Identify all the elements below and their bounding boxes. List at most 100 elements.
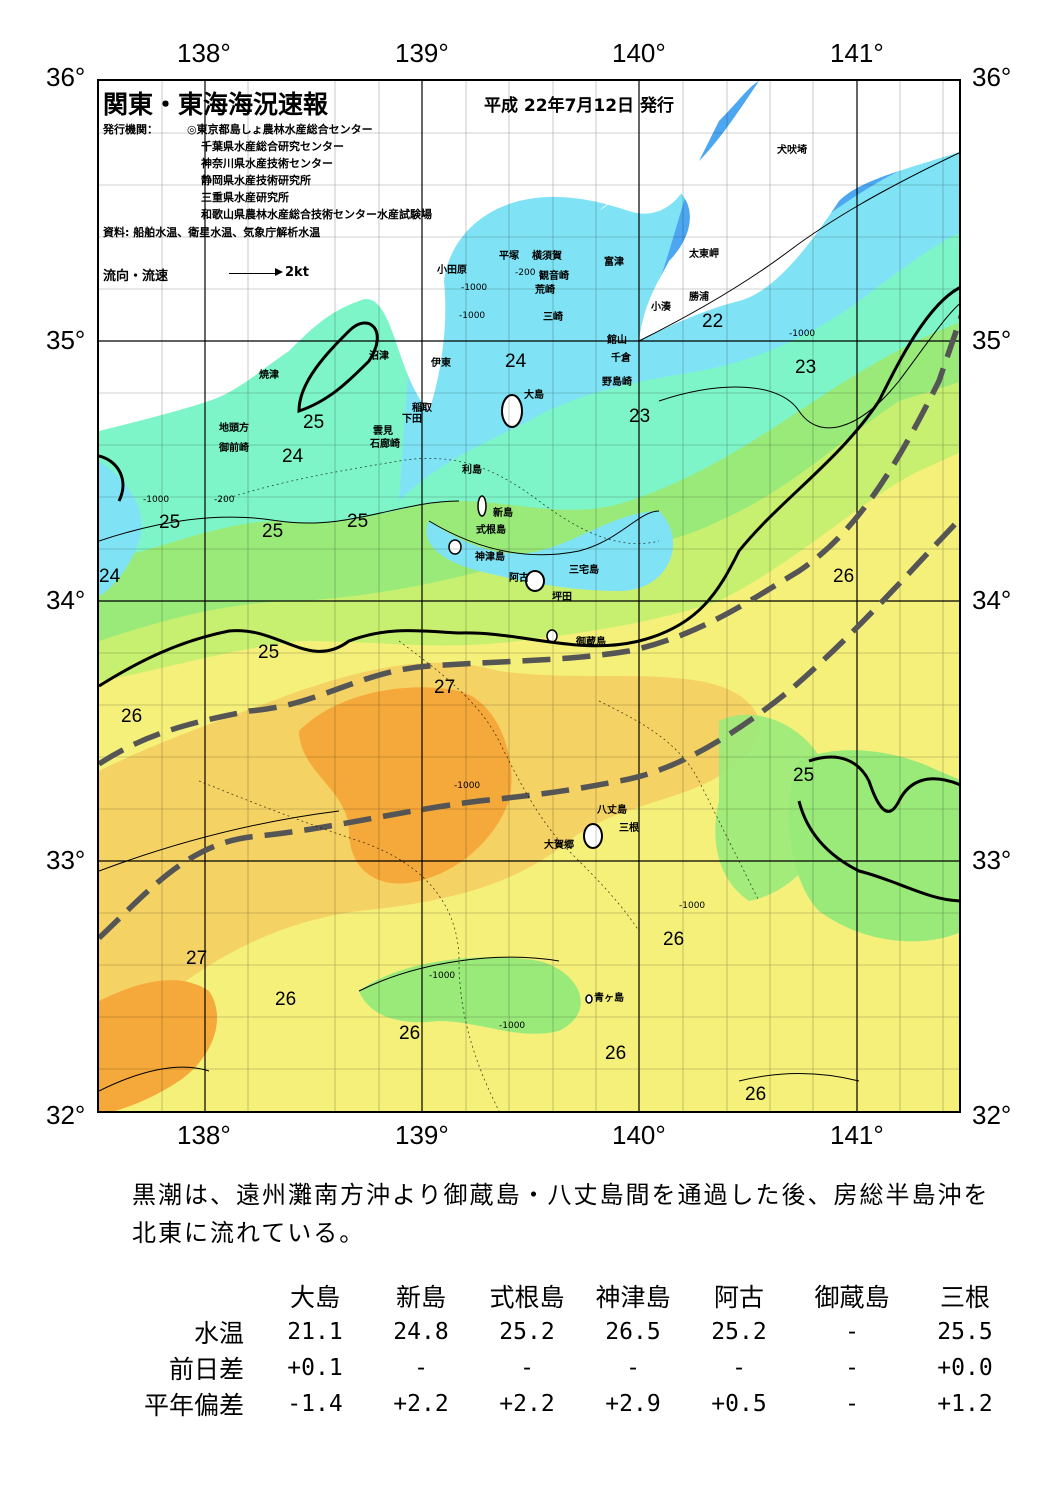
depth-label: -1000 [459, 311, 486, 321]
lon-label-top-141: 141° [830, 38, 884, 68]
station-header: 御蔵島 [814, 1283, 890, 1312]
depth-label: -1000 [679, 901, 706, 911]
table-cell: +2.2 [393, 1391, 449, 1417]
table-corner [112, 1278, 262, 1314]
place-label: 三宅島 [569, 565, 599, 576]
depth-label: -200 [515, 268, 536, 278]
depth-label: -1000 [499, 1021, 526, 1031]
row-label: 前日差 [168, 1355, 244, 1384]
place-label: 雲見 [373, 426, 393, 437]
table-header-row: 大島 新島 式根島 神津島 阿古 御蔵島 三根 [112, 1278, 1018, 1314]
place-label: 焼津 [259, 370, 279, 381]
station-header: 大島 [289, 1283, 340, 1312]
issuer-item: ◎東京都島しょ農林水産総合センター [187, 123, 373, 136]
table-cell: - [845, 1391, 859, 1417]
table-cell: 26.5 [605, 1319, 661, 1345]
arrow-head-icon [275, 268, 283, 276]
depth-label: -200 [214, 495, 235, 505]
table-row: 前日差 +0.1 - - - - - +0.0 [112, 1350, 1018, 1386]
table-cell: - [845, 1355, 859, 1381]
table-cell: +0.1 [287, 1355, 343, 1381]
place-label: 勝浦 [689, 292, 709, 303]
isotherm-label: 26 [275, 989, 297, 1010]
lat-label-left-33: 33° [46, 845, 86, 875]
table-cell: - [732, 1355, 746, 1381]
place-label: 平塚 [499, 251, 519, 262]
isotherm-label: 26 [833, 566, 855, 587]
place-label: 坪田 [552, 592, 572, 603]
kuroshio-description: 黒潮は、遠州灘南方沖より御蔵島・八丈島間を通過した後、房総半島沖を北東に流れてい… [132, 1181, 990, 1247]
lon-label-top-138: 138° [177, 38, 231, 68]
lat-label-right-35: 35° [972, 325, 1012, 355]
place-label: 三崎 [543, 312, 563, 323]
flow-legend-label: 流向・流速 [103, 269, 169, 284]
isotherm-label: 25 [347, 511, 369, 532]
table-cell: - [520, 1355, 534, 1381]
data-source: 資料: 船舶水温、衛星水温、気象庁解析水温 [103, 226, 321, 239]
isotherm-label: 27 [434, 677, 456, 698]
depth-label: -1000 [429, 971, 456, 981]
station-header: 式根島 [489, 1283, 565, 1312]
isotherm-label: 22 [702, 311, 724, 332]
table-cell: 25.5 [937, 1319, 993, 1345]
place-label: 大島 [524, 390, 544, 401]
issuer-item: 三重県水産研究所 [201, 191, 289, 204]
depth-label: -1000 [789, 329, 816, 339]
isotherm-label: 23 [795, 357, 817, 378]
station-header: 阿古 [713, 1283, 764, 1312]
table-cell: +2.9 [605, 1391, 661, 1417]
place-label: 新島 [493, 508, 513, 519]
issue-date: 平成 22年7月12日 発行 [484, 96, 674, 116]
isotherm-label: 26 [605, 1043, 627, 1064]
place-label: 観音崎 [539, 271, 569, 282]
lat-label-left-32: 32° [46, 1100, 86, 1130]
table-cell: +0.0 [937, 1355, 993, 1381]
table-row: 平年偏差 -1.4 +2.2 +2.2 +2.9 +0.5 - +1.2 [112, 1386, 1018, 1422]
issuer-item: 和歌山県農林水産総合技術センター水産試験場 [201, 208, 432, 221]
place-label: 野島崎 [602, 377, 632, 388]
station-header: 新島 [395, 1283, 446, 1312]
sea-temperature-map[interactable]: 関東・東海海況速報 平成 22年7月12日 発行 発行機関： ◎東京都島しょ農林… [97, 79, 961, 1113]
lon-label-top-140: 140° [612, 38, 666, 68]
table-cell: 25.2 [499, 1319, 555, 1345]
place-label: 小田原 [437, 265, 467, 276]
place-label: 伊東 [431, 358, 451, 369]
place-label: 大賀郷 [544, 840, 574, 851]
place-label: 館山 [607, 335, 627, 346]
isotherm-label: 26 [663, 929, 685, 950]
table-cell: +0.5 [711, 1391, 767, 1417]
isotherm-label: 25 [258, 642, 280, 663]
lon-label-bottom-141: 141° [830, 1120, 884, 1150]
row-label: 平年偏差 [143, 1391, 244, 1420]
lat-label-left-35: 35° [46, 325, 86, 355]
table-cell: - [414, 1355, 428, 1381]
row-label: 水温 [193, 1319, 244, 1348]
place-label: 千倉 [611, 353, 631, 364]
lon-label-bottom-139: 139° [395, 1120, 449, 1150]
place-label: 式根島 [476, 525, 506, 536]
map-canvas [99, 81, 959, 1111]
table-cell: 25.2 [711, 1319, 767, 1345]
table-cell: +2.2 [499, 1391, 555, 1417]
isotherm-label: 26 [121, 706, 143, 727]
place-label: 小湊 [651, 302, 671, 313]
isotherm-label: 26 [399, 1023, 421, 1044]
place-label: 石廊崎 [370, 439, 400, 450]
isotherm-label: 26 [745, 1084, 767, 1105]
lon-label-bottom-138: 138° [177, 1120, 231, 1150]
place-label: 神津島 [475, 552, 505, 563]
place-label: 沼津 [369, 351, 389, 362]
table-cell: +1.2 [937, 1391, 993, 1417]
lat-label-right-36: 36° [972, 62, 1012, 92]
depth-label: -1000 [461, 283, 488, 293]
isotherm-label: 23 [629, 406, 651, 427]
place-label: 三根 [619, 823, 639, 834]
station-header: 神津島 [595, 1283, 671, 1312]
depth-label: -1000 [454, 781, 481, 791]
place-label: 横須賀 [532, 251, 562, 262]
lon-label-bottom-140: 140° [612, 1120, 666, 1150]
place-label: 下田 [402, 414, 422, 425]
isotherm-label: 24 [99, 566, 121, 587]
issuers-label: 発行機関： [103, 123, 158, 136]
issuer-item: 静岡県水産技術研究所 [201, 174, 311, 187]
